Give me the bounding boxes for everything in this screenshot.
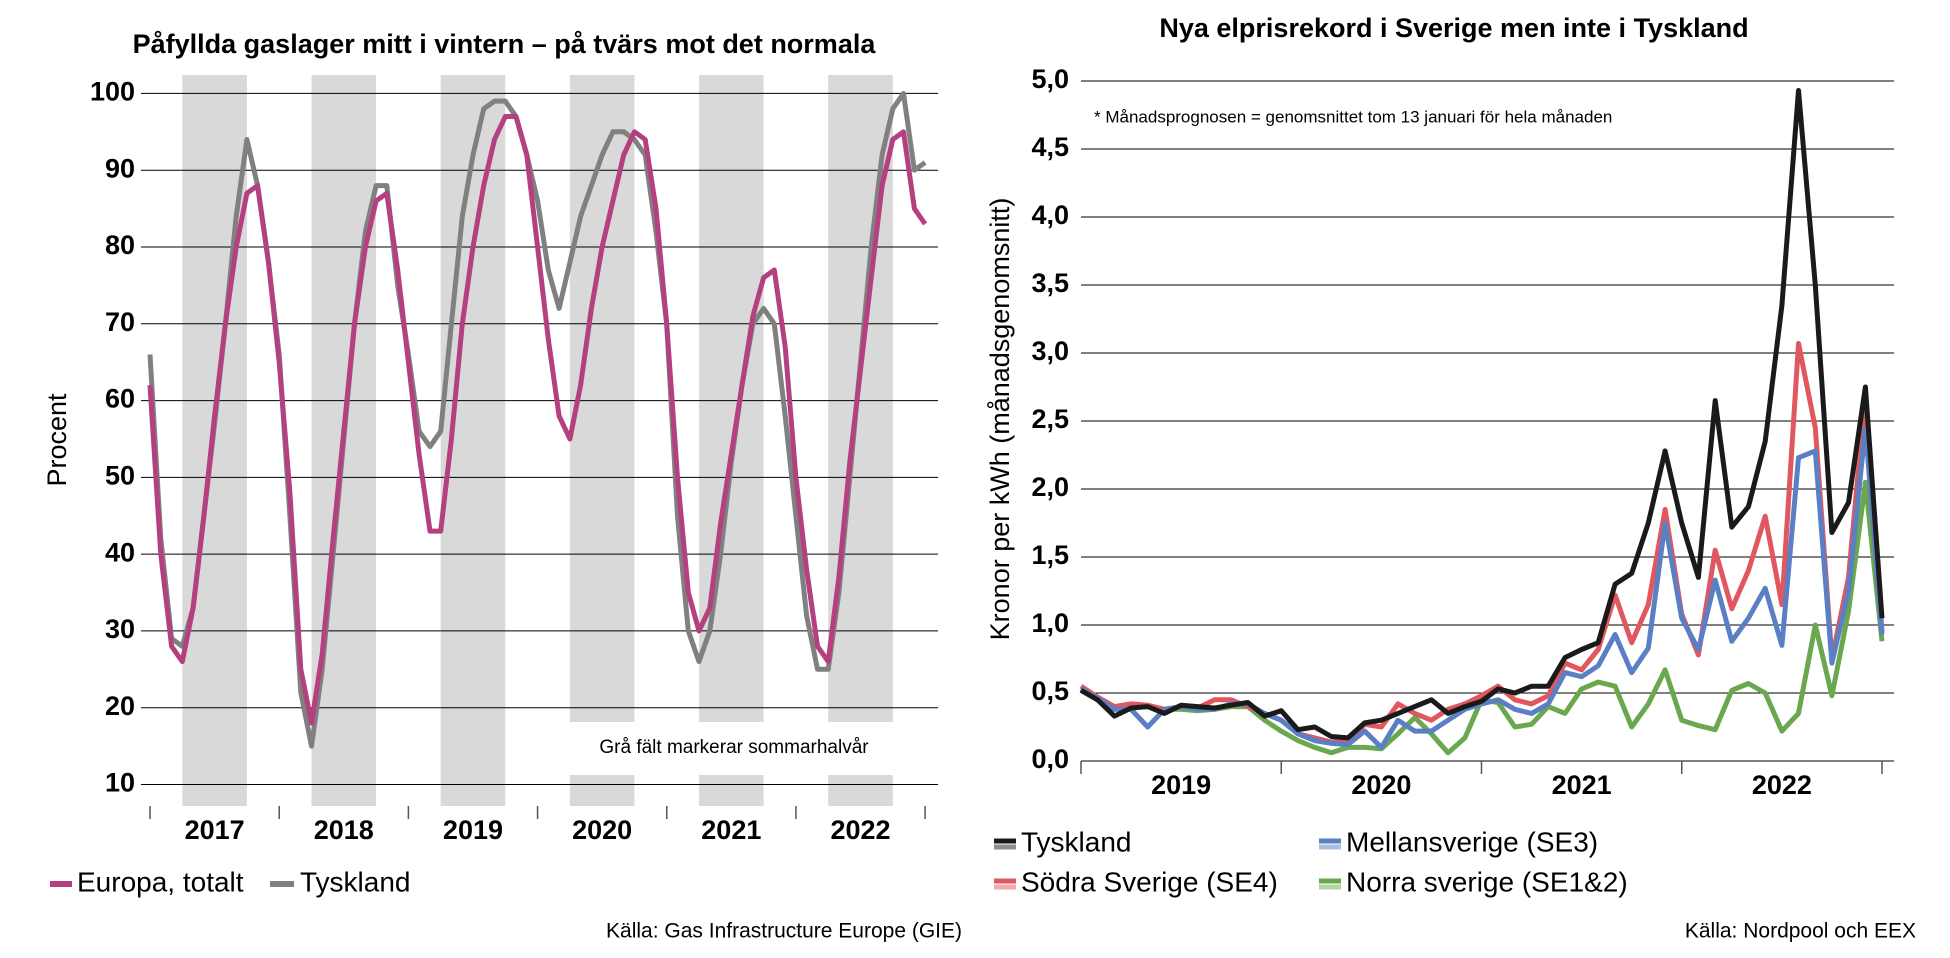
x-tick-label: 2021 [1552, 770, 1612, 800]
x-tick-label: 2022 [830, 815, 890, 845]
source: Källa: Nordpool och EEX [1685, 920, 1916, 943]
x-tick-label: 2019 [443, 815, 503, 845]
y-tick-label: 3,5 [1031, 268, 1069, 298]
y-tick-label: 60 [105, 384, 135, 414]
legend-label: Europa, totalt [77, 866, 244, 897]
y-tick-label: 2,0 [1031, 472, 1069, 502]
annotation: Grå fält markerar sommarhalvår [599, 737, 869, 758]
annotation-box [569, 722, 900, 775]
series-line [1079, 88, 1885, 741]
y-tick-label: 4,5 [1031, 132, 1069, 162]
y-tick-label: 2,5 [1031, 404, 1069, 434]
x-tick-label: 2017 [185, 815, 245, 845]
footnote: * Månadsprognosen = genomsnittet tom 13 … [1094, 107, 1612, 126]
x-tick-label: 2021 [701, 815, 761, 845]
y-axis-label: Kronor per kWh (månadsgenomsnitt) [985, 198, 1015, 641]
chart-title: Nya elprisrekord i Sverige men inte i Ty… [1159, 13, 1748, 43]
y-tick-label: 20 [105, 691, 135, 721]
series-line [1079, 341, 1885, 745]
y-tick-label: 0,0 [1031, 744, 1069, 774]
source: Källa: Gas Infrastructure Europe (GIE) [606, 920, 962, 943]
y-tick-label: 3,0 [1031, 336, 1069, 366]
series-line [147, 114, 928, 726]
legend-label: Mellansverige (SE3) [1346, 826, 1598, 857]
y-tick-label: 1,0 [1031, 608, 1069, 638]
y-tick-label: 0,5 [1031, 676, 1069, 706]
x-tick-label: 2020 [572, 815, 632, 845]
y-tick-label: 100 [90, 77, 135, 107]
y-tick-label: 10 [105, 768, 135, 798]
y-tick-label: 80 [105, 230, 135, 260]
legend-label: Norra sverige (SE1&2) [1346, 866, 1628, 897]
legend-label: Södra Sverige (SE4) [1021, 866, 1278, 897]
y-tick-label: 70 [105, 307, 135, 337]
x-tick-label: 2019 [1151, 770, 1211, 800]
legend-label: Tyskland [1021, 826, 1132, 857]
y-tick-label: 4,0 [1031, 200, 1069, 230]
y-tick-label: 1,5 [1031, 540, 1069, 570]
x-tick-label: 2022 [1752, 770, 1812, 800]
series-line [147, 90, 927, 749]
x-tick-label: 2018 [314, 815, 374, 845]
legend-label: Tyskland [300, 866, 411, 897]
y-tick-label: 90 [105, 153, 135, 183]
x-tick-label: 2020 [1351, 770, 1411, 800]
y-tick-label: 30 [105, 614, 135, 644]
y-axis-label: Procent [42, 393, 72, 487]
y-tick-label: 40 [105, 537, 135, 567]
chart-title: Påfyllda gaslager mitt i vintern – på tv… [133, 29, 877, 59]
summer-band [569, 75, 635, 806]
y-tick-label: 5,0 [1031, 64, 1069, 94]
y-tick-label: 50 [105, 460, 135, 490]
